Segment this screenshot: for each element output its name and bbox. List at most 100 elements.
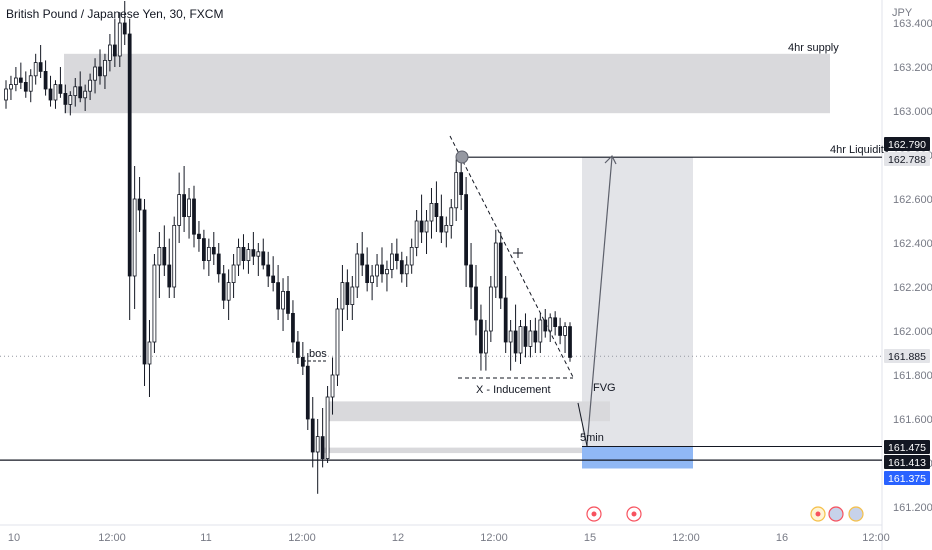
candle-body: [429, 202, 434, 222]
candle-body: [340, 282, 345, 310]
candle-body: [18, 77, 23, 83]
price-tick-label: 163.000: [893, 106, 932, 118]
candle-body: [226, 282, 231, 301]
candle-body: [152, 264, 157, 343]
price-tag-label: 161.375: [888, 473, 926, 485]
candle-body: [533, 330, 538, 343]
candle-body: [553, 317, 558, 327]
candle-body: [221, 273, 226, 301]
time-tick-label: 12:00: [480, 532, 508, 544]
candle-body: [419, 220, 424, 233]
arrow-head: [604, 154, 617, 165]
candle-body: [558, 326, 562, 336]
price-tick-label: 161.800: [893, 370, 932, 382]
candle-body: [162, 246, 167, 266]
price-tag-box: [884, 349, 930, 363]
candle-body: [424, 220, 429, 233]
candle-body: [157, 246, 162, 266]
flag-icon[interactable]: [848, 506, 864, 522]
five-min-zone[interactable]: [324, 447, 582, 454]
price-tags: 162.790 162.788 161.885 161.475 161.413 161.3…: [884, 137, 930, 485]
liquidity-label: 4hr Liquidity: [830, 144, 890, 156]
candle-body: [330, 374, 335, 398]
time-tick-label: 11: [200, 532, 211, 544]
candle-body: [206, 246, 211, 261]
candle-body: [23, 82, 28, 92]
candle-body: [370, 275, 374, 283]
price-tag-box: [884, 152, 930, 166]
candle-body: [513, 330, 518, 354]
candle-body: [508, 330, 513, 343]
candle-body: [256, 251, 261, 257]
time-axis[interactable]: 10 12:00 11 12:00 12 12:00 15 12:00 16 12:00: [8, 532, 890, 544]
candle-body: [454, 172, 459, 209]
candle-body: [375, 264, 379, 277]
candle-body: [98, 66, 102, 77]
price-tag-box: [884, 440, 930, 454]
candle-body: [310, 418, 315, 453]
price-tag-label: 162.788: [888, 154, 926, 166]
candle-body: [122, 22, 127, 35]
candle-body: [439, 216, 444, 233]
price-axis[interactable]: 163.400163.200163.000162.800162.600162.4…: [893, 18, 932, 514]
candle-body: [484, 330, 488, 354]
candle-body: [434, 202, 439, 217]
price-tick-label: 162.000: [893, 326, 932, 338]
candle-body: [479, 319, 483, 354]
entry-pointer: [577, 402, 588, 447]
candle-body: [380, 264, 384, 275]
candle-body: [399, 260, 404, 275]
price-tick-label: 163.200: [893, 62, 932, 74]
candle-body: [147, 341, 152, 365]
liquidity-point[interactable]: [455, 150, 469, 164]
candle-body: [28, 75, 33, 92]
candle-body: [538, 319, 543, 343]
candle-body: [409, 246, 414, 266]
candle-body: [112, 44, 117, 57]
candle-body: [563, 326, 567, 336]
candle-body: [33, 62, 38, 77]
candle-body: [271, 275, 276, 283]
time-tick-label: 15: [584, 532, 596, 544]
candle-body: [493, 242, 498, 288]
candle-body: [14, 77, 18, 85]
price-tick-label: 162.600: [893, 194, 932, 206]
supply-zone[interactable]: [64, 53, 830, 114]
candle-body: [177, 194, 182, 226]
price-tick-label: 161.200: [893, 502, 932, 514]
price-tag-label: 162.790: [888, 139, 926, 151]
fvg-zone[interactable]: [327, 401, 610, 422]
candle-body: [385, 268, 389, 275]
chart-title: British Pound / Japanese Yen, 30, FXCM: [6, 7, 224, 21]
trendline[interactable]: [449, 135, 574, 378]
time-tick-label: 16: [776, 532, 788, 544]
time-tick-label: 12:00: [862, 532, 890, 544]
candle-body: [281, 290, 285, 310]
price-tick-label: 162.200: [893, 282, 932, 294]
candle-body: [251, 249, 256, 257]
candle-body: [246, 249, 251, 262]
event-icon[interactable]: [626, 506, 642, 522]
five-min-label: 5min: [580, 432, 604, 444]
event-icon[interactable]: [586, 506, 602, 522]
price-tick-label: 162.400: [893, 238, 932, 250]
stop-zone[interactable]: [582, 446, 693, 469]
flag-icon[interactable]: [828, 506, 844, 522]
price-tag-box: [884, 471, 930, 485]
candle-body: [360, 253, 365, 266]
target-zone[interactable]: [582, 157, 693, 447]
time-tick-label: 12:00: [672, 532, 700, 544]
projection-arrow: [586, 156, 613, 447]
price-tag-label: 161.885: [888, 351, 926, 363]
candle-body: [315, 436, 320, 453]
candle-body: [53, 84, 58, 101]
candle-body: [241, 246, 246, 261]
candle-body: [38, 62, 43, 72]
candles: [4, 1, 572, 494]
candle-body: [127, 33, 132, 277]
candle-body: [365, 264, 370, 284]
time-tick-label: 10: [8, 532, 20, 544]
candle-body: [474, 286, 478, 321]
candle-body: [216, 253, 221, 275]
